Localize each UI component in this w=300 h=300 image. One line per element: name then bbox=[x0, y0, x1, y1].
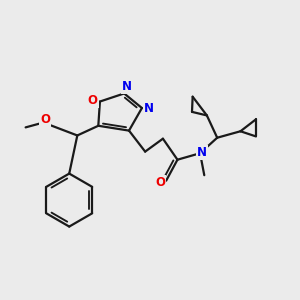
Text: O: O bbox=[88, 94, 98, 107]
Text: O: O bbox=[155, 176, 165, 189]
Text: N: N bbox=[144, 102, 154, 115]
Text: O: O bbox=[40, 113, 50, 126]
Text: N: N bbox=[122, 80, 132, 93]
Text: N: N bbox=[197, 146, 207, 159]
